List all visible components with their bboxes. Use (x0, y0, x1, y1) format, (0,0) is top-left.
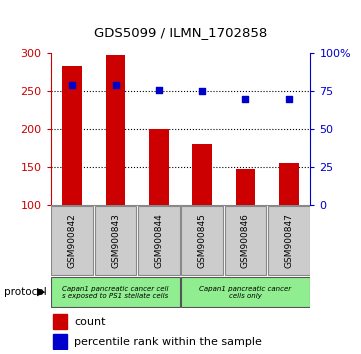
Text: GSM900844: GSM900844 (155, 213, 163, 268)
Bar (106, 55, 125, 205)
FancyBboxPatch shape (268, 206, 310, 275)
Text: Capan1 pancreatic cancer
cells only: Capan1 pancreatic cancer cells only (199, 285, 292, 299)
FancyBboxPatch shape (181, 277, 310, 307)
Text: GSM900847: GSM900847 (284, 213, 293, 268)
Bar (53, 334, 68, 348)
FancyBboxPatch shape (181, 206, 223, 275)
Point (156, 87, 162, 92)
Point (286, 96, 292, 102)
Point (199, 88, 205, 94)
Text: ▶: ▶ (37, 287, 46, 297)
Point (69, 82, 75, 88)
Text: Capan1 pancreatic cancer cell
s exposed to PS1 stellate cells: Capan1 pancreatic cancer cell s exposed … (62, 285, 169, 299)
Point (243, 96, 248, 102)
Text: GSM900846: GSM900846 (241, 213, 250, 268)
Bar (236, 169, 255, 205)
FancyBboxPatch shape (225, 206, 266, 275)
Bar (192, 144, 212, 205)
Text: protocol: protocol (4, 287, 46, 297)
Bar (62, 66, 82, 205)
Text: percentile rank within the sample: percentile rank within the sample (74, 337, 262, 347)
Text: count: count (74, 317, 105, 327)
Text: GSM900843: GSM900843 (111, 213, 120, 268)
Text: GDS5099 / ILMN_1702858: GDS5099 / ILMN_1702858 (94, 26, 267, 39)
Bar (149, 129, 169, 205)
Text: GSM900845: GSM900845 (198, 213, 206, 268)
Point (113, 82, 118, 88)
FancyBboxPatch shape (138, 206, 180, 275)
FancyBboxPatch shape (51, 277, 180, 307)
FancyBboxPatch shape (95, 206, 136, 275)
Text: GSM900842: GSM900842 (68, 213, 77, 268)
Bar (53, 314, 68, 329)
FancyBboxPatch shape (51, 206, 93, 275)
Bar (279, 164, 299, 205)
